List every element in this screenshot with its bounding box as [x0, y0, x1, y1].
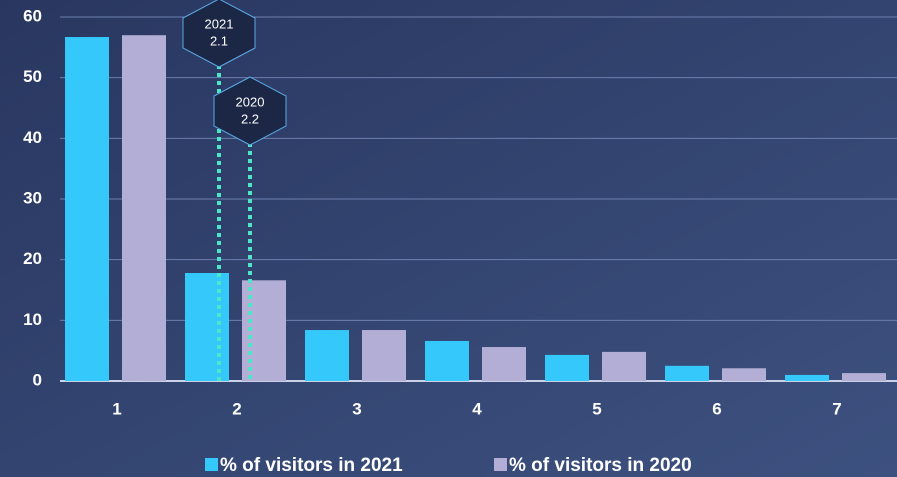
bar	[602, 351, 646, 381]
x-tick-label: 4	[472, 399, 482, 418]
bar	[122, 35, 166, 381]
x-tick-label: 3	[352, 399, 361, 418]
annotation-box	[182, 0, 256, 68]
y-tick-label: 30	[23, 188, 42, 207]
bar	[785, 374, 829, 381]
bar	[425, 340, 469, 381]
bar	[65, 37, 109, 382]
bar	[305, 330, 349, 381]
legend-label: % of visitors in 2021	[220, 455, 403, 476]
annotation-value: 2.2	[241, 111, 259, 126]
x-tick-label: 1	[112, 399, 121, 418]
y-tick-label: 20	[23, 249, 42, 268]
bar	[362, 330, 406, 381]
bar	[842, 373, 886, 381]
bar	[665, 365, 709, 381]
y-tick-label: 40	[23, 128, 42, 147]
bar	[722, 368, 766, 381]
y-tick-label: 0	[33, 370, 42, 389]
annotation-box	[213, 76, 287, 146]
y-tick-label: 10	[23, 310, 42, 329]
bar	[545, 354, 589, 381]
annotation-title: 2020	[236, 94, 265, 109]
legend-swatch	[494, 458, 507, 471]
legend-swatch	[205, 458, 218, 471]
x-tick-label: 2	[232, 399, 241, 418]
annotation-value: 2.1	[210, 33, 228, 48]
annotation-title: 2021	[205, 16, 234, 31]
x-tick-label: 5	[592, 399, 601, 418]
legend-label: % of visitors in 2020	[509, 455, 692, 476]
x-tick-label: 6	[712, 399, 721, 418]
y-tick-label: 60	[23, 6, 42, 25]
bar	[185, 273, 229, 381]
bar	[482, 347, 526, 381]
x-tick-label: 7	[832, 399, 841, 418]
y-tick-label: 50	[23, 67, 42, 86]
